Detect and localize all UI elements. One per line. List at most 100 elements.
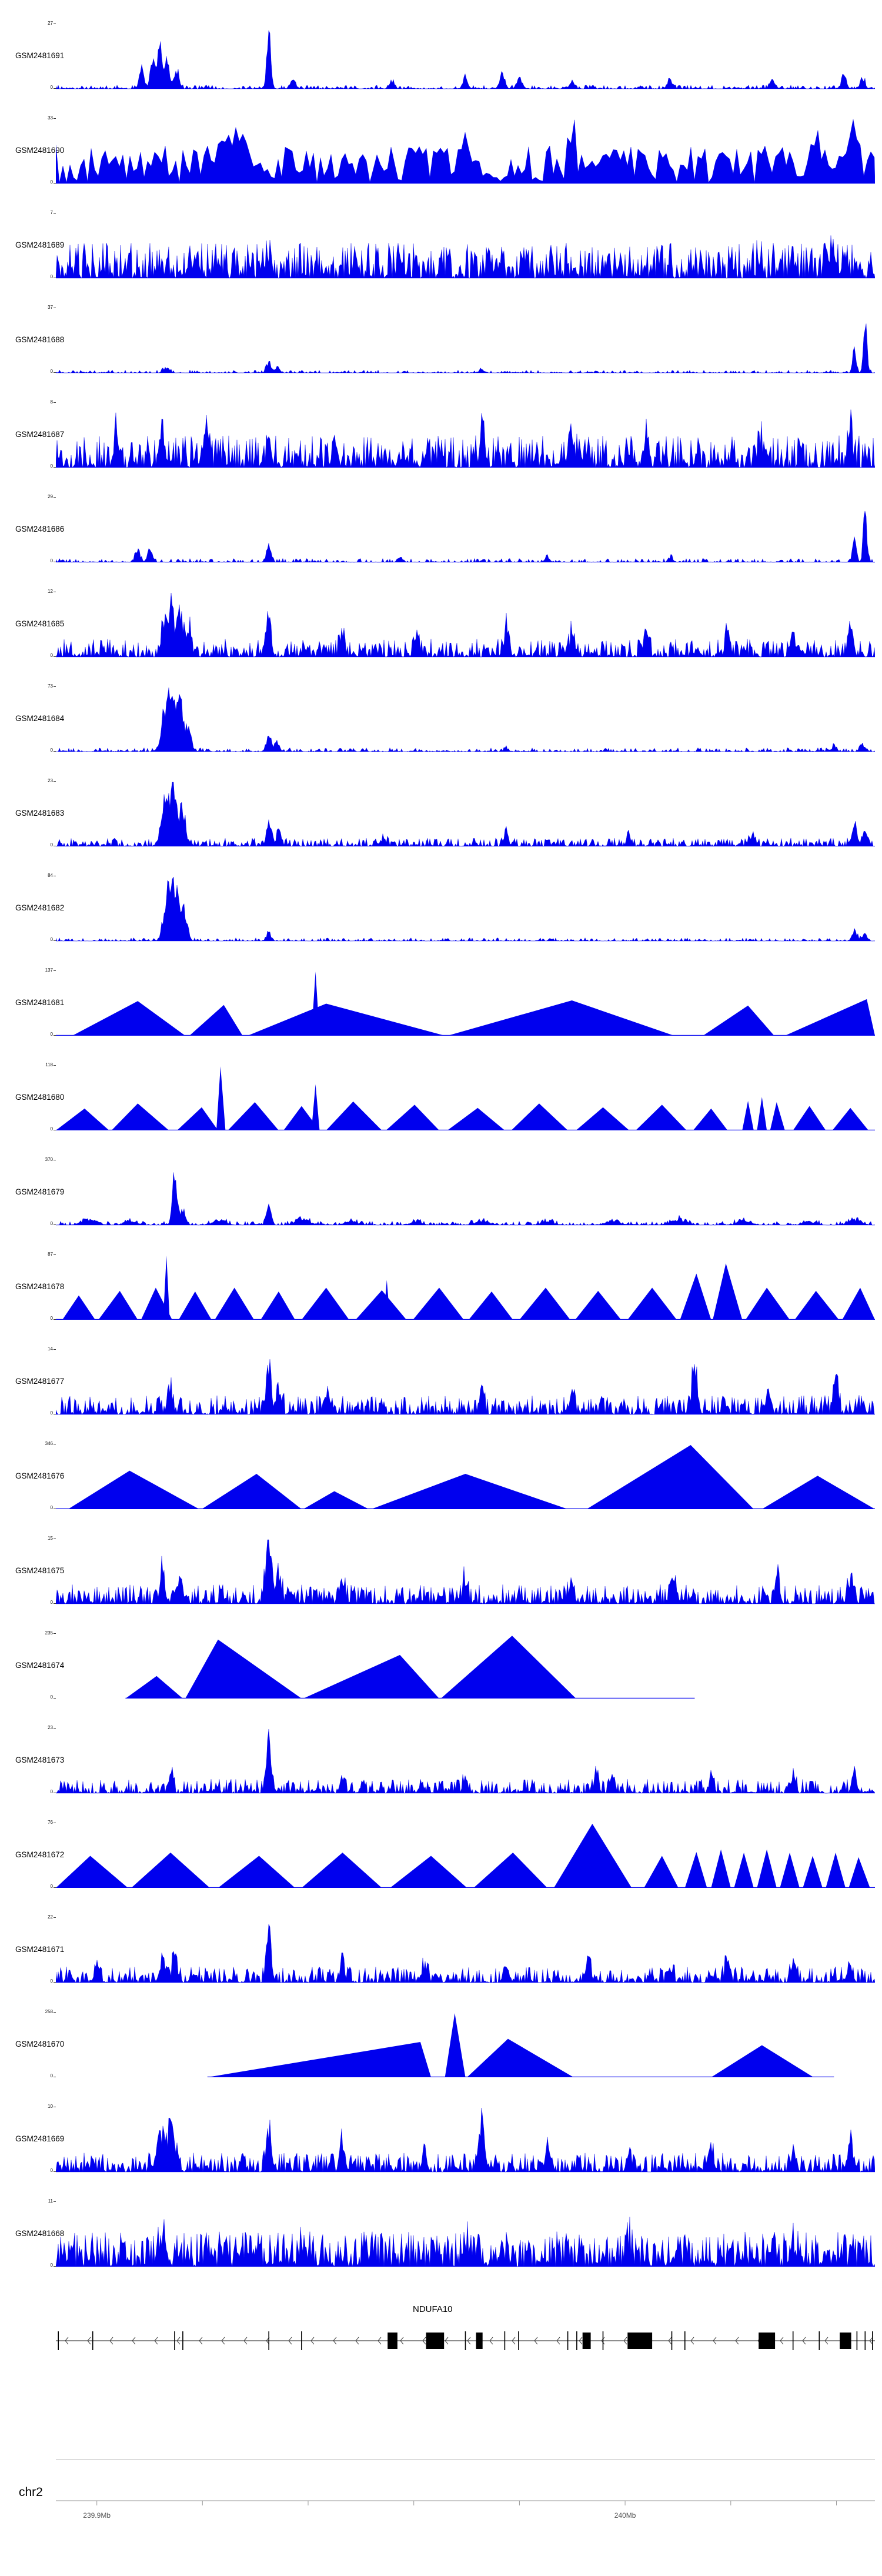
y-axis-zero-label: 0 <box>50 1978 53 1984</box>
y-axis-max-label: 87 <box>48 1252 53 1257</box>
track-label: GSM2481687 <box>15 430 65 439</box>
chromosome-label: chr2 <box>19 2485 43 2499</box>
signal-plot-GSM2481681 <box>56 972 875 1036</box>
signal-plot-GSM2481669 <box>56 2107 875 2173</box>
y-axis-max-label: 235 <box>45 1630 53 1636</box>
y-axis-max-label: 258 <box>45 2009 53 2014</box>
signal-plot-GSM2481668 <box>56 2217 875 2267</box>
y-axis-max-label: 84 <box>48 873 53 878</box>
y-axis-zero-label: 0 <box>50 85 53 90</box>
signal-plot-GSM2481687 <box>56 409 875 468</box>
y-axis-tick <box>54 467 56 468</box>
signal-plot-GSM2481683 <box>56 782 875 847</box>
track-row-GSM2481669: GSM2481669 10 0 <box>0 2104 882 2197</box>
y-axis-max-label: 346 <box>45 1441 53 1446</box>
track-label: GSM2481680 <box>15 1093 65 1102</box>
track-row-GSM2481685: GSM2481685 12 0 <box>0 589 882 682</box>
y-axis-tick <box>54 2266 56 2267</box>
y-axis-tick <box>54 1254 56 1255</box>
track-label: GSM2481683 <box>15 809 65 817</box>
y-axis-zero-label: 0 <box>50 1032 53 1037</box>
y-axis-tick <box>54 497 56 498</box>
y-axis-zero-label: 0 <box>50 748 53 753</box>
signal-plot-GSM2481670 <box>207 2013 834 2077</box>
y-axis-max-label: 370 <box>45 1157 53 1162</box>
y-axis-tick <box>54 1633 56 1634</box>
track-row-GSM2481689: GSM2481689 7 0 <box>0 210 882 303</box>
track-row-GSM2481674: GSM2481674 235 0 <box>0 1630 882 1723</box>
signal-plot-GSM2481684 <box>56 688 875 752</box>
signal-plot-GSM2481674 <box>125 1636 695 1699</box>
y-axis-zero-label: 0 <box>50 1600 53 1605</box>
signal-plot-GSM2481672 <box>56 1824 875 1888</box>
y-axis-max-label: 10 <box>48 2104 53 2109</box>
genome-axis-glyphs <box>56 2459 875 2505</box>
signal-plot-GSM2481676 <box>56 1445 875 1509</box>
signal-plot-GSM2481682 <box>56 876 875 942</box>
track-label: GSM2481679 <box>15 1187 65 1196</box>
y-axis-max-label: 27 <box>48 21 53 26</box>
y-axis-zero-label: 0 <box>50 1789 53 1794</box>
y-axis-zero-label: 0 <box>50 1221 53 1226</box>
track-row-GSM2481681: GSM2481681 137 0 <box>0 967 882 1060</box>
y-axis-zero-label: 0 <box>50 463 53 469</box>
track-row-GSM2481671: GSM2481671 22 0 <box>0 1914 882 2007</box>
track-label: GSM2481669 <box>15 2134 65 2143</box>
axis-tick-label: 239.9Mb <box>83 2511 111 2520</box>
track-label: GSM2481677 <box>15 1377 65 1386</box>
signal-plot-GSM2481678 <box>56 1256 875 1320</box>
y-axis-tick <box>54 1698 56 1699</box>
signal-plot-GSM2481675 <box>56 1539 875 1604</box>
y-axis-tick <box>54 88 56 89</box>
track-row-GSM2481687: GSM2481687 8 0 <box>0 399 882 492</box>
y-axis-tick <box>54 1603 56 1604</box>
y-axis-tick <box>54 751 56 752</box>
track-label: GSM2481681 <box>15 998 65 1007</box>
track-label: GSM2481678 <box>15 1282 65 1291</box>
y-axis-zero-label: 0 <box>50 1505 53 1510</box>
gene-model-glyphs <box>56 2331 875 2350</box>
y-axis-zero-label: 0 <box>50 1316 53 1321</box>
track-row-GSM2481668: GSM2481668 11 0 <box>0 2198 882 2291</box>
track-row-GSM2481680: GSM2481680 118 0 <box>0 1062 882 1155</box>
track-row-GSM2481688: GSM2481688 37 0 <box>0 305 882 398</box>
y-axis-zero-label: 0 <box>50 2168 53 2173</box>
y-axis-tick <box>54 372 56 373</box>
y-axis-zero-label: 0 <box>50 1410 53 1416</box>
signal-plot-GSM2481690 <box>56 119 875 184</box>
genome-axis-track: chr2 239.9Mb 240Mb <box>0 2447 882 2576</box>
track-row-GSM2481676: GSM2481676 346 0 <box>0 1441 882 1534</box>
signal-plot-GSM2481671 <box>56 1924 875 1983</box>
y-axis-zero-label: 0 <box>50 2263 53 2268</box>
signal-plot-GSM2481689 <box>56 235 875 279</box>
track-row-GSM2481691: GSM2481691 27 0 <box>0 21 882 114</box>
track-label: GSM2481689 <box>15 241 65 249</box>
y-axis-zero-label: 0 <box>50 1694 53 1700</box>
signal-plot-GSM2481677 <box>56 1359 875 1415</box>
y-axis-max-label: 37 <box>48 305 53 310</box>
track-label: GSM2481690 <box>15 146 65 155</box>
track-row-GSM2481678: GSM2481678 87 0 <box>0 1252 882 1344</box>
y-axis-tick <box>54 656 56 657</box>
y-axis-tick <box>54 2201 56 2202</box>
y-axis-tick <box>54 2012 56 2013</box>
y-axis-max-label: 73 <box>48 683 53 689</box>
gene-name-label: NDUFA10 <box>413 2304 453 2314</box>
y-axis-tick <box>54 402 56 403</box>
track-label: GSM2481673 <box>15 1756 65 1764</box>
y-axis-zero-label: 0 <box>50 653 53 658</box>
y-axis-max-label: 76 <box>48 1820 53 1825</box>
signal-plot-GSM2481680 <box>56 1066 875 1130</box>
track-label: GSM2481688 <box>15 335 65 344</box>
y-axis-zero-label: 0 <box>50 179 53 185</box>
track-row-GSM2481670: GSM2481670 258 0 <box>0 2009 882 2102</box>
track-label: GSM2481671 <box>15 1945 65 1954</box>
y-axis-zero-label: 0 <box>50 558 53 563</box>
y-axis-zero-label: 0 <box>50 1126 53 1132</box>
y-axis-tick <box>54 1349 56 1350</box>
y-axis-max-label: 8 <box>50 399 53 405</box>
y-axis-tick <box>54 686 56 687</box>
y-axis-max-label: 11 <box>48 2198 53 2204</box>
y-axis-max-label: 33 <box>48 115 53 121</box>
